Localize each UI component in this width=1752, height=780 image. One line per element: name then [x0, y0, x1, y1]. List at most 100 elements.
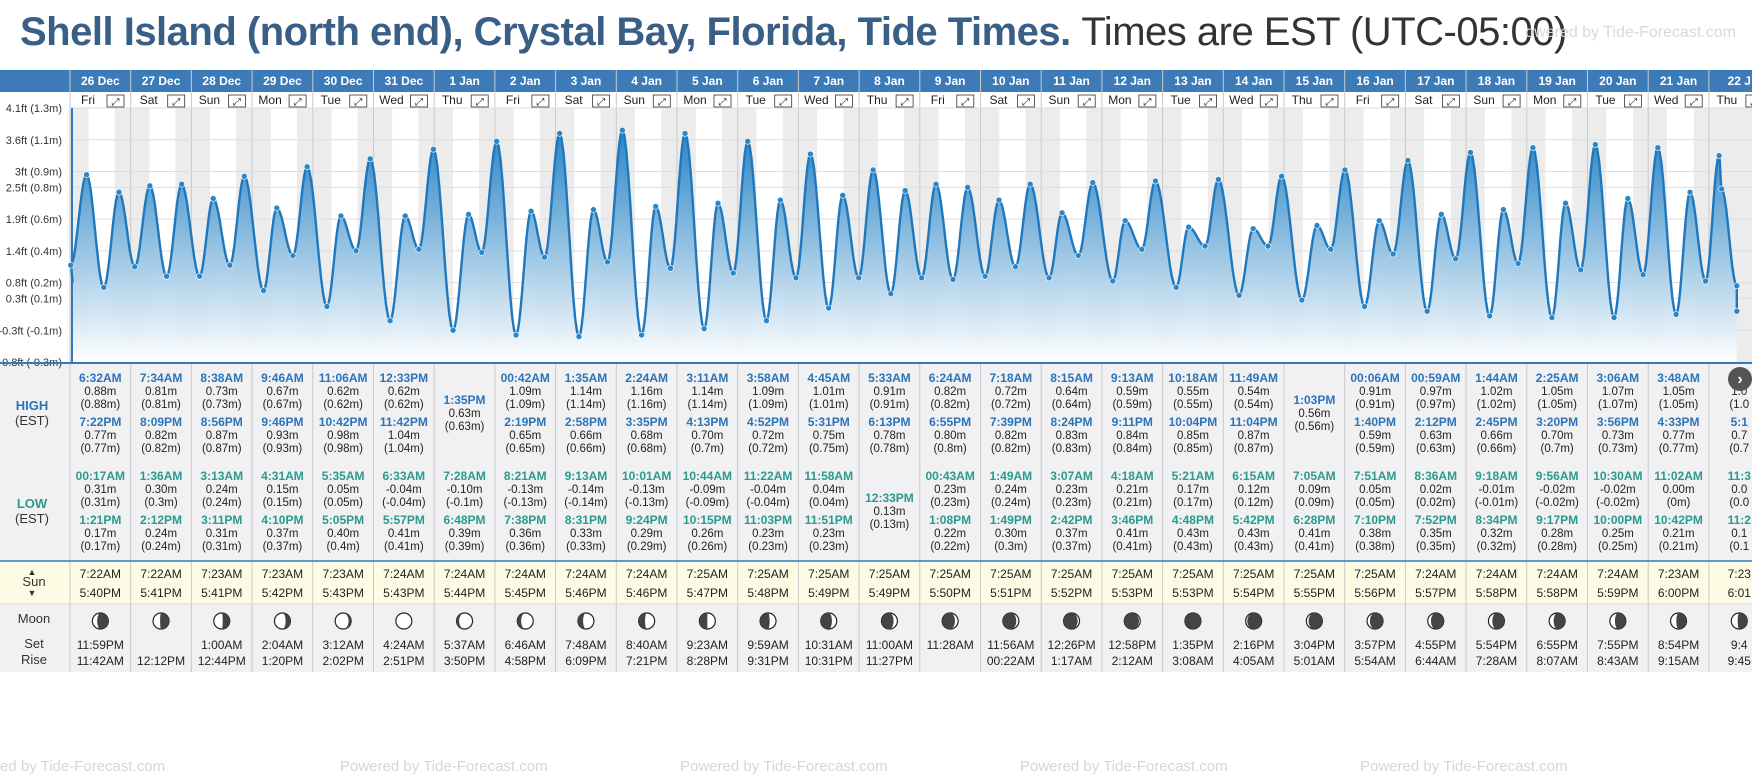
low-tide-height-metric: (-0.01m) [1475, 497, 1519, 509]
sunrise-time: 7:24AM [1597, 567, 1638, 581]
low-tide-point [1012, 263, 1019, 271]
low-tide-point [1514, 260, 1522, 267]
low-tide-point [386, 317, 394, 325]
expand-day-button[interactable] [1745, 94, 1752, 108]
expand-day-button[interactable] [1563, 94, 1582, 108]
high-tide-height-metric: (0.81m) [141, 399, 181, 411]
high-tide-height-metric: (0.91m) [870, 399, 910, 411]
expand-day-button[interactable] [1381, 94, 1400, 108]
moon-set-time: 7:55PM [1597, 638, 1638, 652]
low-tide-height-metric: (0.32m) [1477, 541, 1517, 553]
weekday-label: Sat [1414, 93, 1433, 107]
high-tide-height-metric: (0.54m) [1234, 399, 1274, 411]
expand-day-button[interactable] [1684, 94, 1703, 108]
low-tide-time: 4:48PM [1172, 513, 1214, 527]
low-tide-time: 00:17AM [76, 469, 125, 483]
expand-day-button[interactable] [774, 94, 793, 108]
expand-day-button[interactable] [106, 94, 125, 108]
scroll-right-button[interactable] [1728, 367, 1752, 391]
low-tide-time: 1:49PM [990, 513, 1032, 527]
high-tide-time: 3:58AM [747, 371, 790, 385]
low-tide-point [1548, 314, 1556, 321]
low-tide-height: 0.30m [995, 528, 1027, 540]
low-tide-time: 11:02AM [1654, 469, 1703, 483]
high-tide-height: 0.88m [84, 386, 116, 398]
expand-day-button[interactable] [1017, 94, 1035, 108]
expand-day-button[interactable] [835, 94, 853, 108]
expand-day-button[interactable] [1442, 94, 1460, 108]
expand-day-button[interactable] [592, 94, 610, 108]
moon-rise-time: 12:12PM [137, 654, 185, 668]
low-tide-time: 00:43AM [925, 469, 974, 483]
weekday-label: Sat [989, 93, 1008, 107]
low-tide-height-metric: (0.09m) [1295, 497, 1335, 509]
low-tide-height-metric: (-0.14m) [564, 497, 608, 509]
low-tide-point [323, 303, 331, 310]
high-tide-height-metric: (0.82m) [930, 399, 970, 411]
high-tide-height-metric: (0.88m) [81, 399, 121, 411]
low-tide-height: -0.13m [507, 484, 543, 496]
moon-rise-time: 3:08AM [1172, 654, 1213, 668]
moon-shadow [97, 613, 109, 629]
moon-set-time: 8:40AM [626, 638, 667, 652]
moon-label: Moon [18, 611, 51, 626]
sunrise-time: 7:25AM [808, 567, 849, 581]
expand-day-button[interactable] [713, 94, 732, 108]
expand-day-button[interactable] [1199, 94, 1217, 108]
low-tide-time: 5:57PM [383, 513, 425, 527]
moon-rise-time: 4:58PM [505, 654, 546, 668]
expand-day-button[interactable] [288, 94, 307, 108]
sunset-time: 5:42PM [262, 586, 303, 600]
expand-day-button[interactable] [531, 94, 550, 108]
low-tide-height: 0.23m [1056, 484, 1088, 496]
expand-day-button[interactable] [410, 94, 428, 108]
high-tide-height: 0.63m [449, 408, 481, 420]
sunrise-time: 7:25AM [1051, 567, 1092, 581]
moon-rise-time: 2:02PM [322, 654, 363, 668]
expand-day-button[interactable] [895, 94, 914, 108]
high-tide-time: 3:35PM [626, 415, 668, 429]
y-tick-label: 1.4ft (0.4m) [6, 246, 62, 258]
date-header-bar [0, 70, 1752, 92]
moon-shadow [1063, 613, 1078, 629]
high-tide-height: 0.82m [995, 430, 1027, 442]
weekday-label: Sun [1473, 93, 1494, 107]
expand-day-button[interactable] [652, 94, 671, 108]
sunset-time: 5:55PM [1294, 586, 1335, 600]
weekday-label: Wed [379, 93, 403, 107]
low-tide-point [604, 258, 611, 266]
high-tide-point [1467, 149, 1474, 156]
expand-day-button[interactable] [1077, 94, 1096, 108]
date-header: 26 Dec [81, 74, 120, 88]
high-tide-point [465, 211, 472, 218]
low-tide-point [541, 253, 548, 261]
moon-rise-time: 1:17AM [1051, 654, 1092, 668]
date-header: 16 Jan [1356, 74, 1393, 88]
high-tide-height-metric: (0.67m) [263, 399, 303, 411]
expand-day-button[interactable] [1320, 94, 1339, 108]
expand-day-button[interactable] [167, 94, 186, 108]
moon-rise-time: 5:01AM [1294, 654, 1335, 668]
moon-rise-time: 8:28PM [687, 654, 728, 668]
expand-day-button[interactable] [1259, 94, 1278, 108]
sunrise-time: 7:23AM [262, 567, 303, 581]
expand-day-button[interactable] [1502, 94, 1521, 108]
high-tide-point [115, 188, 123, 196]
expand-day-button[interactable] [1624, 94, 1642, 108]
expand-day-button[interactable] [1138, 94, 1157, 108]
expand-day-button[interactable] [470, 94, 489, 108]
low-tide-time: 5:05PM [322, 513, 364, 527]
weekday-label: Sun [199, 93, 220, 107]
low-tide-height: 0.26m [691, 528, 723, 540]
high-tide-height-metric: (0.72m) [991, 399, 1031, 411]
low-tide-height: 0.24m [145, 528, 177, 540]
sunset-time: 6:01 [1728, 586, 1752, 600]
high-tide-point [83, 171, 90, 178]
low-tide-time: 5:21AM [1172, 469, 1215, 483]
expand-day-button[interactable] [956, 94, 975, 108]
low-tide-time: 5:42PM [1233, 513, 1275, 527]
expand-day-button[interactable] [227, 94, 246, 108]
low-tide-height: 0.43m [1177, 528, 1209, 540]
expand-day-button[interactable] [349, 94, 368, 108]
low-tide-time: 11:22AM [744, 469, 793, 483]
